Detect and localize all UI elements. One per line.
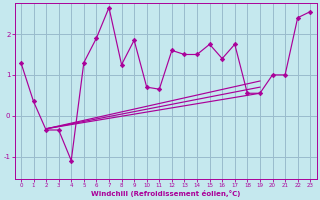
X-axis label: Windchill (Refroidissement éolien,°C): Windchill (Refroidissement éolien,°C) [91,190,240,197]
